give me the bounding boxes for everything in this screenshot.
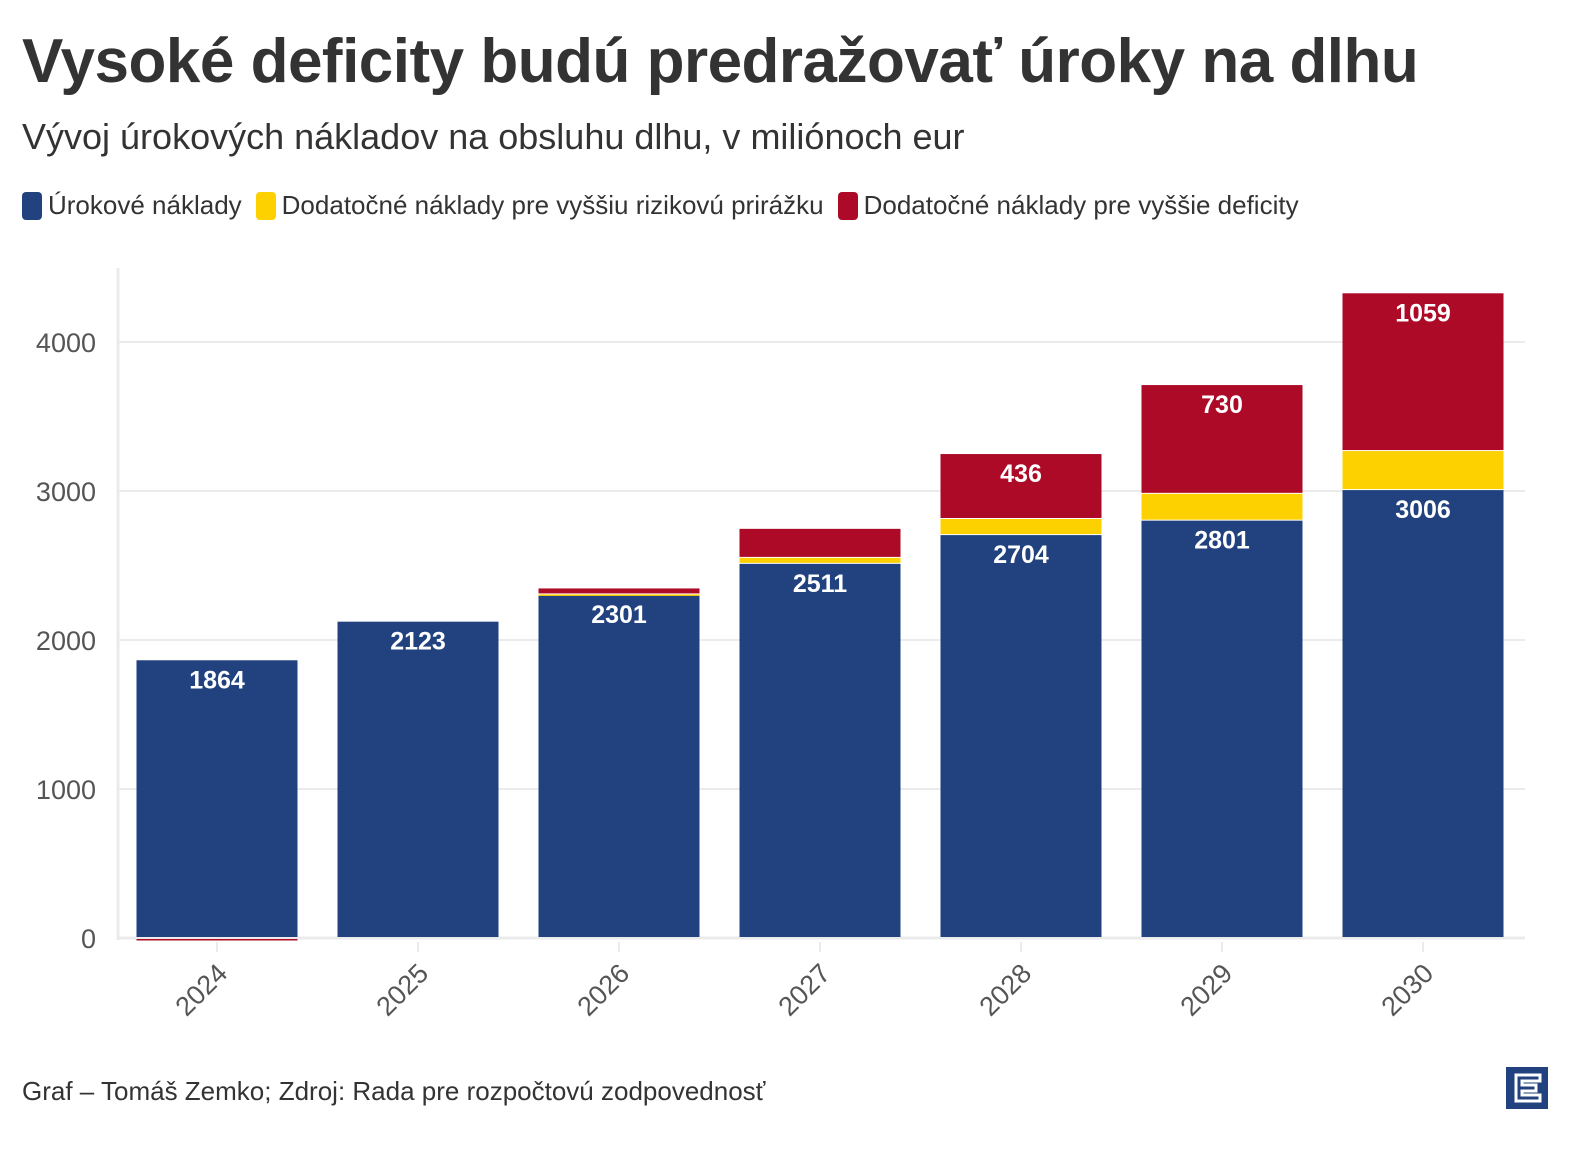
bar-deficit-2026 — [538, 588, 700, 594]
legend-label: Dodatočné náklady pre vyššie deficity — [863, 190, 1299, 220]
stacked-bar-chart: 0 1000 2000 3000 4000 1864 2024 2123 2025 2301 202… — [36, 268, 1525, 1022]
bar-risk-premium-2029 — [1141, 493, 1303, 520]
legend-item-risk: Dodatočné náklady pre vyššiu rizikovú pr… — [255, 190, 824, 221]
data-label: 730 — [1201, 391, 1243, 419]
data-label: 2123 — [390, 628, 446, 656]
bar-interest-2028 — [940, 535, 1102, 937]
data-label: 2704 — [993, 541, 1049, 569]
x-tick-label: 2026 — [572, 958, 636, 1022]
x-tick-label: 2028 — [974, 958, 1038, 1022]
bar-deficit-2028 — [940, 454, 1102, 519]
x-tick-label: 2025 — [371, 958, 435, 1022]
data-label: 1059 — [1395, 299, 1451, 327]
legend-label: Dodatočné náklady pre vyššiu rizikovú pr… — [281, 190, 824, 220]
data-label: 2801 — [1194, 527, 1250, 555]
data-label: 1864 — [189, 666, 245, 694]
bar-deficit-2027 — [739, 528, 901, 557]
data-label: 2301 — [591, 601, 647, 629]
bar-deficit-2024 — [136, 939, 298, 941]
legend-swatch-blue — [22, 191, 42, 220]
bar-interest-2026 — [538, 595, 700, 937]
legend-item-deficit: Dodatočné náklady pre vyššie deficity — [837, 190, 1299, 221]
legend: Úrokové náklady Dodatočné náklady pre vy… — [22, 190, 1313, 221]
x-tick-label: 2027 — [773, 958, 837, 1022]
source-credit: Graf – Tomáš Zemko; Zdroj: Rada pre rozp… — [22, 1076, 766, 1106]
data-label: 2511 — [793, 570, 847, 598]
bar-risk-premium-2028 — [940, 519, 1102, 535]
legend-label: Úrokové náklady — [48, 190, 242, 220]
chart-title: Vysoké deficity budú predražovať úroky n… — [22, 27, 1419, 96]
bar-interest-2027 — [739, 563, 901, 937]
x-tick-label: 2029 — [1175, 958, 1239, 1022]
e-logo-glyph — [1514, 1073, 1542, 1103]
bar-interest-2024 — [136, 660, 298, 937]
x-tick-label: 2024 — [170, 958, 234, 1022]
data-label: 436 — [1000, 460, 1042, 488]
chart-subtitle: Vývoj úrokových nákladov na obsluhu dlhu… — [22, 116, 965, 157]
y-tick-label: 2000 — [36, 626, 96, 656]
bar-interest-2029 — [1141, 520, 1303, 937]
bar-deficit-2029 — [1141, 385, 1303, 493]
y-tick-label: 3000 — [36, 477, 96, 507]
bar-risk-premium-2027 — [739, 557, 901, 563]
legend-item-interest: Úrokové náklady — [22, 190, 242, 221]
bar-risk-premium-2026 — [538, 594, 700, 596]
bar-interest-2025 — [337, 621, 499, 937]
y-tick-label: 0 — [81, 924, 96, 954]
data-label: 3006 — [1395, 496, 1451, 524]
y-tick-label: 1000 — [36, 775, 96, 805]
legend-swatch-red — [837, 191, 858, 220]
bar-deficit-2030 — [1342, 293, 1504, 451]
y-tick-label: 4000 — [36, 328, 96, 358]
bar-interest-2030 — [1342, 490, 1504, 937]
e-logo-icon — [1506, 1067, 1548, 1109]
x-tick-label: 2030 — [1376, 958, 1440, 1022]
bar-risk-premium-2030 — [1342, 451, 1504, 490]
legend-swatch-yellow — [255, 191, 276, 220]
